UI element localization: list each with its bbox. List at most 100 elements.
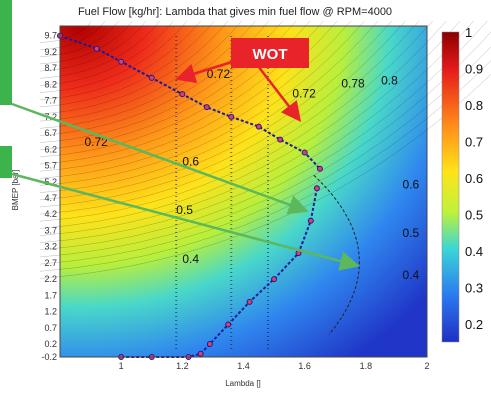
y-tick-label: 7.7 (44, 96, 57, 106)
contour-line (39, 20, 447, 229)
y-tick-label: 6.7 (44, 128, 57, 138)
series-point (277, 136, 284, 143)
series-point (148, 74, 155, 81)
series-point (316, 165, 323, 172)
contour-line (39, 20, 147, 72)
y-tick-label: 2.7 (44, 258, 57, 268)
series-point (246, 298, 253, 305)
colorbar-ticks: 1 0.9 0.8 0.7 0.6 0.5 0.4 0.3 0.2 (465, 25, 483, 332)
x-axis-label: Lambda [] (225, 379, 261, 388)
y-tick-label: 8.7 (44, 63, 57, 73)
contour-label: 0.6 (403, 177, 420, 191)
colorbar-tick-label: 0.4 (465, 244, 483, 259)
contour-label: 0.4 (403, 268, 420, 282)
contour-line (39, 20, 379, 193)
series-line (59, 34, 321, 170)
series-point (255, 123, 262, 130)
contour-label: 0.4 (182, 252, 199, 266)
series-point (301, 149, 308, 156)
contour-line (39, 20, 119, 58)
contour-line (39, 20, 488, 251)
x-tick-label: 1.8 (360, 361, 373, 371)
contour-line (39, 20, 160, 79)
colorbar-tick-label: 0.9 (465, 61, 483, 76)
y-tick-label: 6.2 (44, 144, 57, 154)
contour-line (39, 20, 461, 236)
y-tick-label: 1.2 (44, 307, 57, 317)
y-axis-ticks: -0.2 0.2 0.7 1.2 1.7 2.2 2.7 3.2 3.7 4.2 4.7 5.2 5.7… (41, 31, 57, 362)
contour-label: 0.6 (182, 155, 199, 169)
side-box-top (0, 0, 12, 105)
contour-line (39, 20, 133, 65)
y-tick-label: 3.2 (44, 242, 57, 252)
plot-frame (59, 25, 428, 358)
contour-line (39, 20, 365, 186)
colorbar (441, 31, 460, 343)
contour-labels: 0.72 0.72 0.78 0.8 0.72 0.6 0.6 0.5 0.5 0.4 0.4 (84, 67, 419, 282)
contour-line (39, 20, 433, 222)
colorbar-tick-label: 0.3 (465, 280, 483, 295)
wot-annotation: WOT (231, 38, 309, 68)
red-arrow-1 (175, 60, 233, 84)
wot-label: WOT (253, 46, 288, 63)
series-layer (57, 32, 323, 360)
series-point (271, 276, 278, 283)
contour-line (39, 20, 420, 215)
x-tick-label: 1.6 (298, 361, 311, 371)
colorbar-tick-label: 0.6 (465, 171, 483, 186)
colorbar-tick-label: 0.7 (465, 134, 483, 149)
y-tick-label: 4.2 (44, 209, 57, 219)
heatmap-field (60, 26, 427, 357)
contour-label: 0.5 (403, 226, 420, 240)
contour-line (39, 20, 215, 108)
contour-line (39, 20, 474, 243)
x-tick-label: 1.2 (176, 361, 189, 371)
chart-title: Fuel Flow [kg/hr]: Lambda that gives min… (78, 6, 392, 18)
series-point (93, 45, 100, 52)
y-tick-label: 3.7 (44, 225, 57, 235)
y-tick-label: 9.2 (44, 47, 57, 57)
colorbar-tick-label: 1 (465, 25, 472, 40)
y-axis-label: BMEP [bar] (11, 170, 20, 211)
colorbar-tick-label: 0.5 (465, 207, 483, 222)
y-tick-label: 5.7 (44, 161, 57, 171)
contour-line (39, 20, 406, 208)
y-tick-label: 8.2 (44, 79, 57, 89)
series-point (203, 104, 210, 111)
contour-line (39, 20, 188, 93)
series-point (197, 350, 204, 357)
green-arrow-2 (11, 172, 360, 271)
contour-line (39, 20, 92, 43)
contour-label: 0.8 (381, 73, 398, 87)
y-tick-label: 9.7 (44, 31, 57, 41)
contour-label: 0.72 (84, 135, 108, 149)
series-point (307, 217, 314, 224)
series-point (228, 113, 235, 120)
y-tick-label: 2.2 (44, 274, 57, 284)
contour-line (39, 73, 491, 279)
colorbar-tick-label: 0.8 (465, 98, 483, 113)
series-point (206, 341, 213, 348)
x-tick-label: 2 (424, 361, 429, 371)
series-point (313, 185, 320, 192)
series-point (179, 91, 186, 98)
contour-line (39, 20, 392, 201)
contour-label: 0.72 (207, 67, 231, 81)
contour-label: 0.5 (176, 203, 193, 217)
x-tick-label: 1 (119, 361, 124, 371)
y-tick-label: 1.7 (44, 290, 57, 300)
contour-label: 0.78 (341, 77, 365, 91)
contour-label: 0.72 (292, 86, 316, 100)
side-box-mid (0, 146, 12, 178)
y-tick-label: 0.7 (44, 323, 57, 333)
contour-line (39, 20, 352, 179)
y-tick-label: -0.2 (41, 352, 57, 362)
contour-line (39, 20, 242, 122)
x-tick-label: 1.4 (237, 361, 250, 371)
plot-area: 0.72 0.72 0.78 0.8 0.72 0.6 0.6 0.5 0.5 0.4 0.4 (39, 20, 491, 360)
contour-line (39, 20, 174, 86)
y-tick-label: 4.7 (44, 193, 57, 203)
colorbar-tick-label: 0.2 (465, 317, 483, 332)
contour-line (39, 20, 229, 115)
x-axis-ticks: 1 1.2 1.4 1.6 1.8 2 (119, 361, 430, 371)
